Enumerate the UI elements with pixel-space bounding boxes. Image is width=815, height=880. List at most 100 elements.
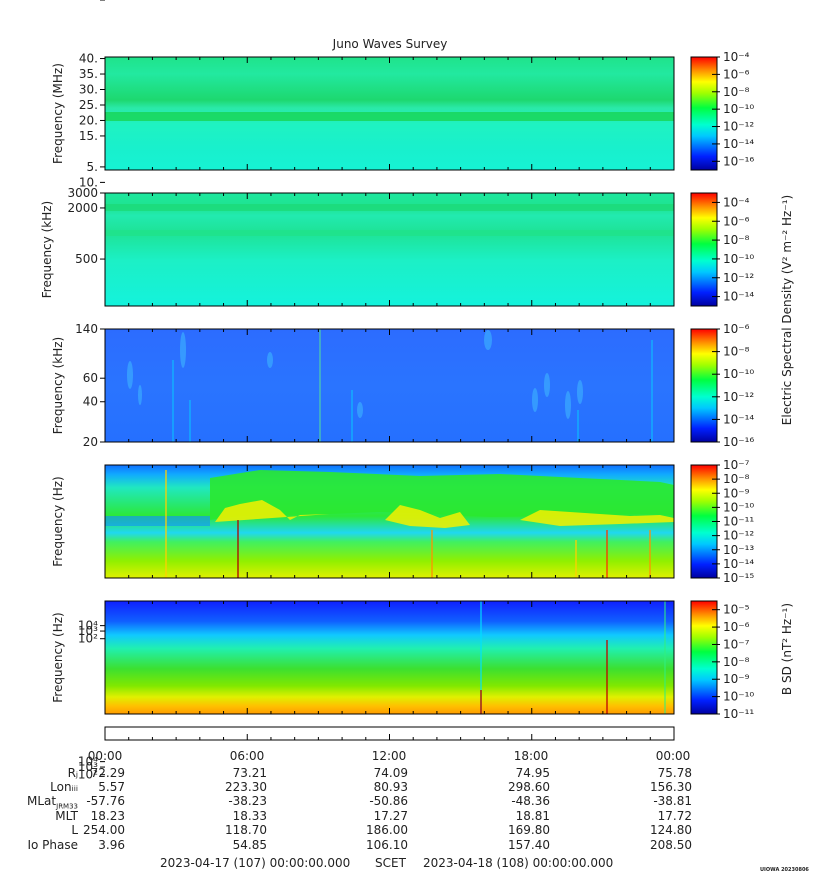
- colorbar-tick-label: 10⁻⁸: [723, 233, 750, 247]
- ephemeris-value: 73.21: [232, 766, 267, 780]
- ephemeris-label-io: Io Phase: [27, 838, 78, 852]
- colorbar-tick-label: 10⁻⁷: [723, 637, 750, 651]
- spectrogram-2: [105, 193, 674, 306]
- colorbar-tick-label: 10⁻⁹: [723, 486, 750, 500]
- y-axes: 40.35. 30.25.20. 15. 10.5. Frequency (MHz) 30…: [40, 0, 105, 782]
- time-label: 12:00: [371, 749, 407, 763]
- colorbar-tick-label: 10⁻¹²: [723, 271, 754, 285]
- ephemeris-value: -50.86: [369, 794, 408, 808]
- colorbar-tick-label: 10⁻⁸: [723, 472, 750, 486]
- panel-3: [104, 328, 675, 443]
- colorbar-tick-label: 10⁻¹⁶: [723, 435, 754, 449]
- ephemeris-value: 208.50: [650, 838, 692, 852]
- y-tick-label: 10⁴: [78, 619, 98, 633]
- emission-streaks-3: [127, 330, 583, 419]
- colorbar-tick-label: 10⁻¹⁴: [723, 137, 754, 151]
- y-tick-label: 3000: [67, 186, 98, 200]
- colorbar-tick-label: 10⁻¹¹: [723, 515, 754, 529]
- y-tick-label: 60: [83, 371, 98, 385]
- ephemeris-value: 124.80: [650, 823, 692, 837]
- y-tick-label: 1000: [67, 0, 98, 3]
- y-tick-label: 100: [75, 0, 98, 3]
- y-tick-label: 2000: [67, 201, 98, 215]
- ephemeris-value: 118.70: [225, 823, 267, 837]
- y-tick-label: 40.: [79, 52, 98, 66]
- band-2000khz: [105, 204, 674, 211]
- ephemeris-value: 223.30: [225, 780, 267, 794]
- y-tick-label: 25.: [79, 98, 98, 112]
- ephemeris-label-rj: Rⱼ: [67, 766, 78, 780]
- ephemeris-value: 169.80: [508, 823, 550, 837]
- y-tick-label: 35.: [79, 67, 98, 81]
- y-tick-label: 10.: [79, 175, 98, 189]
- ephemeris-label-mlt: MLT: [55, 809, 78, 823]
- y-tick-label: 40: [83, 395, 98, 409]
- ephemeris-value: 18.33: [232, 809, 267, 823]
- spectrogram-5: [105, 601, 674, 714]
- colorbar: [690, 600, 718, 715]
- colorbar-tick-label: 10⁻⁴: [723, 50, 750, 64]
- dark-band-4: [105, 516, 210, 526]
- ephemeris-value: 18.23: [90, 809, 125, 823]
- mlat-model: JRM33: [56, 802, 78, 811]
- colorbar-tick-label: 10⁻⁸: [723, 655, 750, 669]
- ephemeris-value: 74.95: [515, 766, 550, 780]
- colorbar-tick-label: 10⁻¹⁶: [723, 154, 754, 168]
- colorbar-tick-label: 10⁻¹⁰: [723, 102, 754, 116]
- colorbar-tick-label: 10⁻¹⁰: [723, 367, 754, 381]
- ephemeris-value: -57.76: [86, 794, 125, 808]
- ephemeris-value: 5.57: [98, 780, 125, 794]
- colorbar-tick-label: 10⁻¹⁰: [723, 690, 754, 704]
- colorbar-tick-label: 10⁻¹⁴: [723, 290, 754, 304]
- y-tick-label: 20.: [79, 113, 98, 127]
- time-label: 06:00: [229, 749, 265, 763]
- magnetic-units-label: B SD (nT² Hz⁻¹): [780, 603, 794, 695]
- colorbar-tick-label: 10⁻¹⁴: [723, 412, 754, 426]
- version-stamp: UIOWA 20230806: [760, 867, 809, 873]
- y-tick-label: 10²: [78, 768, 98, 782]
- colorbars: 10⁻⁴ 10⁻⁶ 10⁻⁸ 10⁻¹⁰ 10⁻¹² 10⁻¹⁴ 10⁻¹⁶ 10⁻⁴ 10⁻⁶…: [690, 50, 754, 721]
- colorbar: [690, 328, 718, 443]
- x-tick-marks: [104, 57, 675, 740]
- y-tick-label: 30.: [79, 83, 98, 97]
- vertical-spikes-5: [480, 601, 666, 714]
- ephemeris-value: 80.93: [373, 780, 408, 794]
- ephemeris-value: 72.29: [90, 766, 125, 780]
- y-axis-label: Frequency (kHz): [40, 201, 54, 298]
- colorbar-tick-label: 10⁻¹⁵: [723, 571, 754, 585]
- colorbar-tick-label: 10⁻⁶: [723, 214, 750, 228]
- y-axis-label: Frequency (MHz): [51, 63, 65, 164]
- footer-scet: SCET: [375, 856, 406, 870]
- colorbar-tick-label: 10⁻¹¹: [723, 707, 754, 721]
- footer-end: 2023-04-18 (108) 00:00:00.000: [423, 856, 614, 870]
- panel-4: [104, 464, 675, 579]
- ephemeris-value: 17.27: [373, 809, 408, 823]
- time-label: 00:00: [655, 749, 691, 763]
- ephemeris-value: 106.10: [366, 838, 408, 852]
- y-tick-label: 10³: [78, 624, 98, 638]
- colorbar: [690, 56, 718, 171]
- ephemeris-value: 18.81: [515, 809, 550, 823]
- y-tick-label: 10³: [78, 760, 98, 774]
- ephemeris-value: 157.40: [508, 838, 550, 852]
- mlat-label: MLat: [27, 794, 57, 808]
- ephemeris-value: -38.23: [228, 794, 267, 808]
- colorbar-tick-label: 10⁻⁶: [723, 620, 750, 634]
- ephemeris-value: 3.96: [98, 838, 125, 852]
- ephemeris-value: -48.36: [511, 794, 550, 808]
- colorbar-tick-label: 10⁻⁴: [723, 195, 750, 209]
- colorbar-tick-label: 10⁻⁶: [723, 322, 750, 336]
- ephemeris-label-l: L: [71, 823, 78, 837]
- panel-1: [104, 56, 675, 171]
- vertical-spikes-4: [165, 470, 651, 578]
- colorbar-tick-label: 10⁻¹⁰: [723, 252, 754, 266]
- colorbar-tick-label: 10⁻¹⁴: [723, 557, 754, 571]
- colorbar-tick-label: 10⁻⁵: [723, 603, 750, 617]
- ephemeris-value: 54.85: [232, 838, 267, 852]
- ephemeris-value: 74.09: [373, 766, 408, 780]
- yellow-emission-4: [215, 500, 674, 528]
- colorbar-tick-label: 10⁻¹²: [723, 529, 754, 543]
- panel-5: [104, 600, 675, 715]
- footer-start: 2023-04-17 (107) 00:00:00.000: [160, 856, 351, 870]
